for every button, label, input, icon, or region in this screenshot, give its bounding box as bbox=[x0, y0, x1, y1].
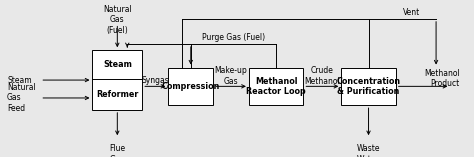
Text: Syngas: Syngas bbox=[141, 76, 169, 85]
Text: Natural
Gas
(Fuel): Natural Gas (Fuel) bbox=[103, 5, 132, 35]
Bar bbox=[92, 50, 142, 110]
Bar bbox=[168, 68, 213, 105]
Text: Steam: Steam bbox=[103, 60, 132, 69]
Text: Vent: Vent bbox=[403, 8, 420, 17]
Text: Methanol
Reactor Loop: Methanol Reactor Loop bbox=[246, 77, 306, 96]
Text: Compression: Compression bbox=[162, 82, 220, 91]
Text: Natural
Gas
Feed: Natural Gas Feed bbox=[7, 83, 36, 113]
Bar bbox=[341, 68, 396, 105]
Text: Steam: Steam bbox=[7, 76, 32, 85]
Text: Methanol
Product: Methanol Product bbox=[424, 69, 460, 88]
Text: Reformer: Reformer bbox=[96, 90, 138, 99]
Text: Purge Gas (Fuel): Purge Gas (Fuel) bbox=[202, 33, 265, 42]
Text: Crude
Methanol: Crude Methanol bbox=[304, 66, 340, 86]
Bar bbox=[249, 68, 303, 105]
Text: Flue
Gas: Flue Gas bbox=[109, 144, 126, 157]
Text: Make-up
Gas: Make-up Gas bbox=[215, 66, 247, 86]
Text: Waste
Water: Waste Water bbox=[357, 144, 380, 157]
Text: Concentration
& Purification: Concentration & Purification bbox=[337, 77, 401, 96]
